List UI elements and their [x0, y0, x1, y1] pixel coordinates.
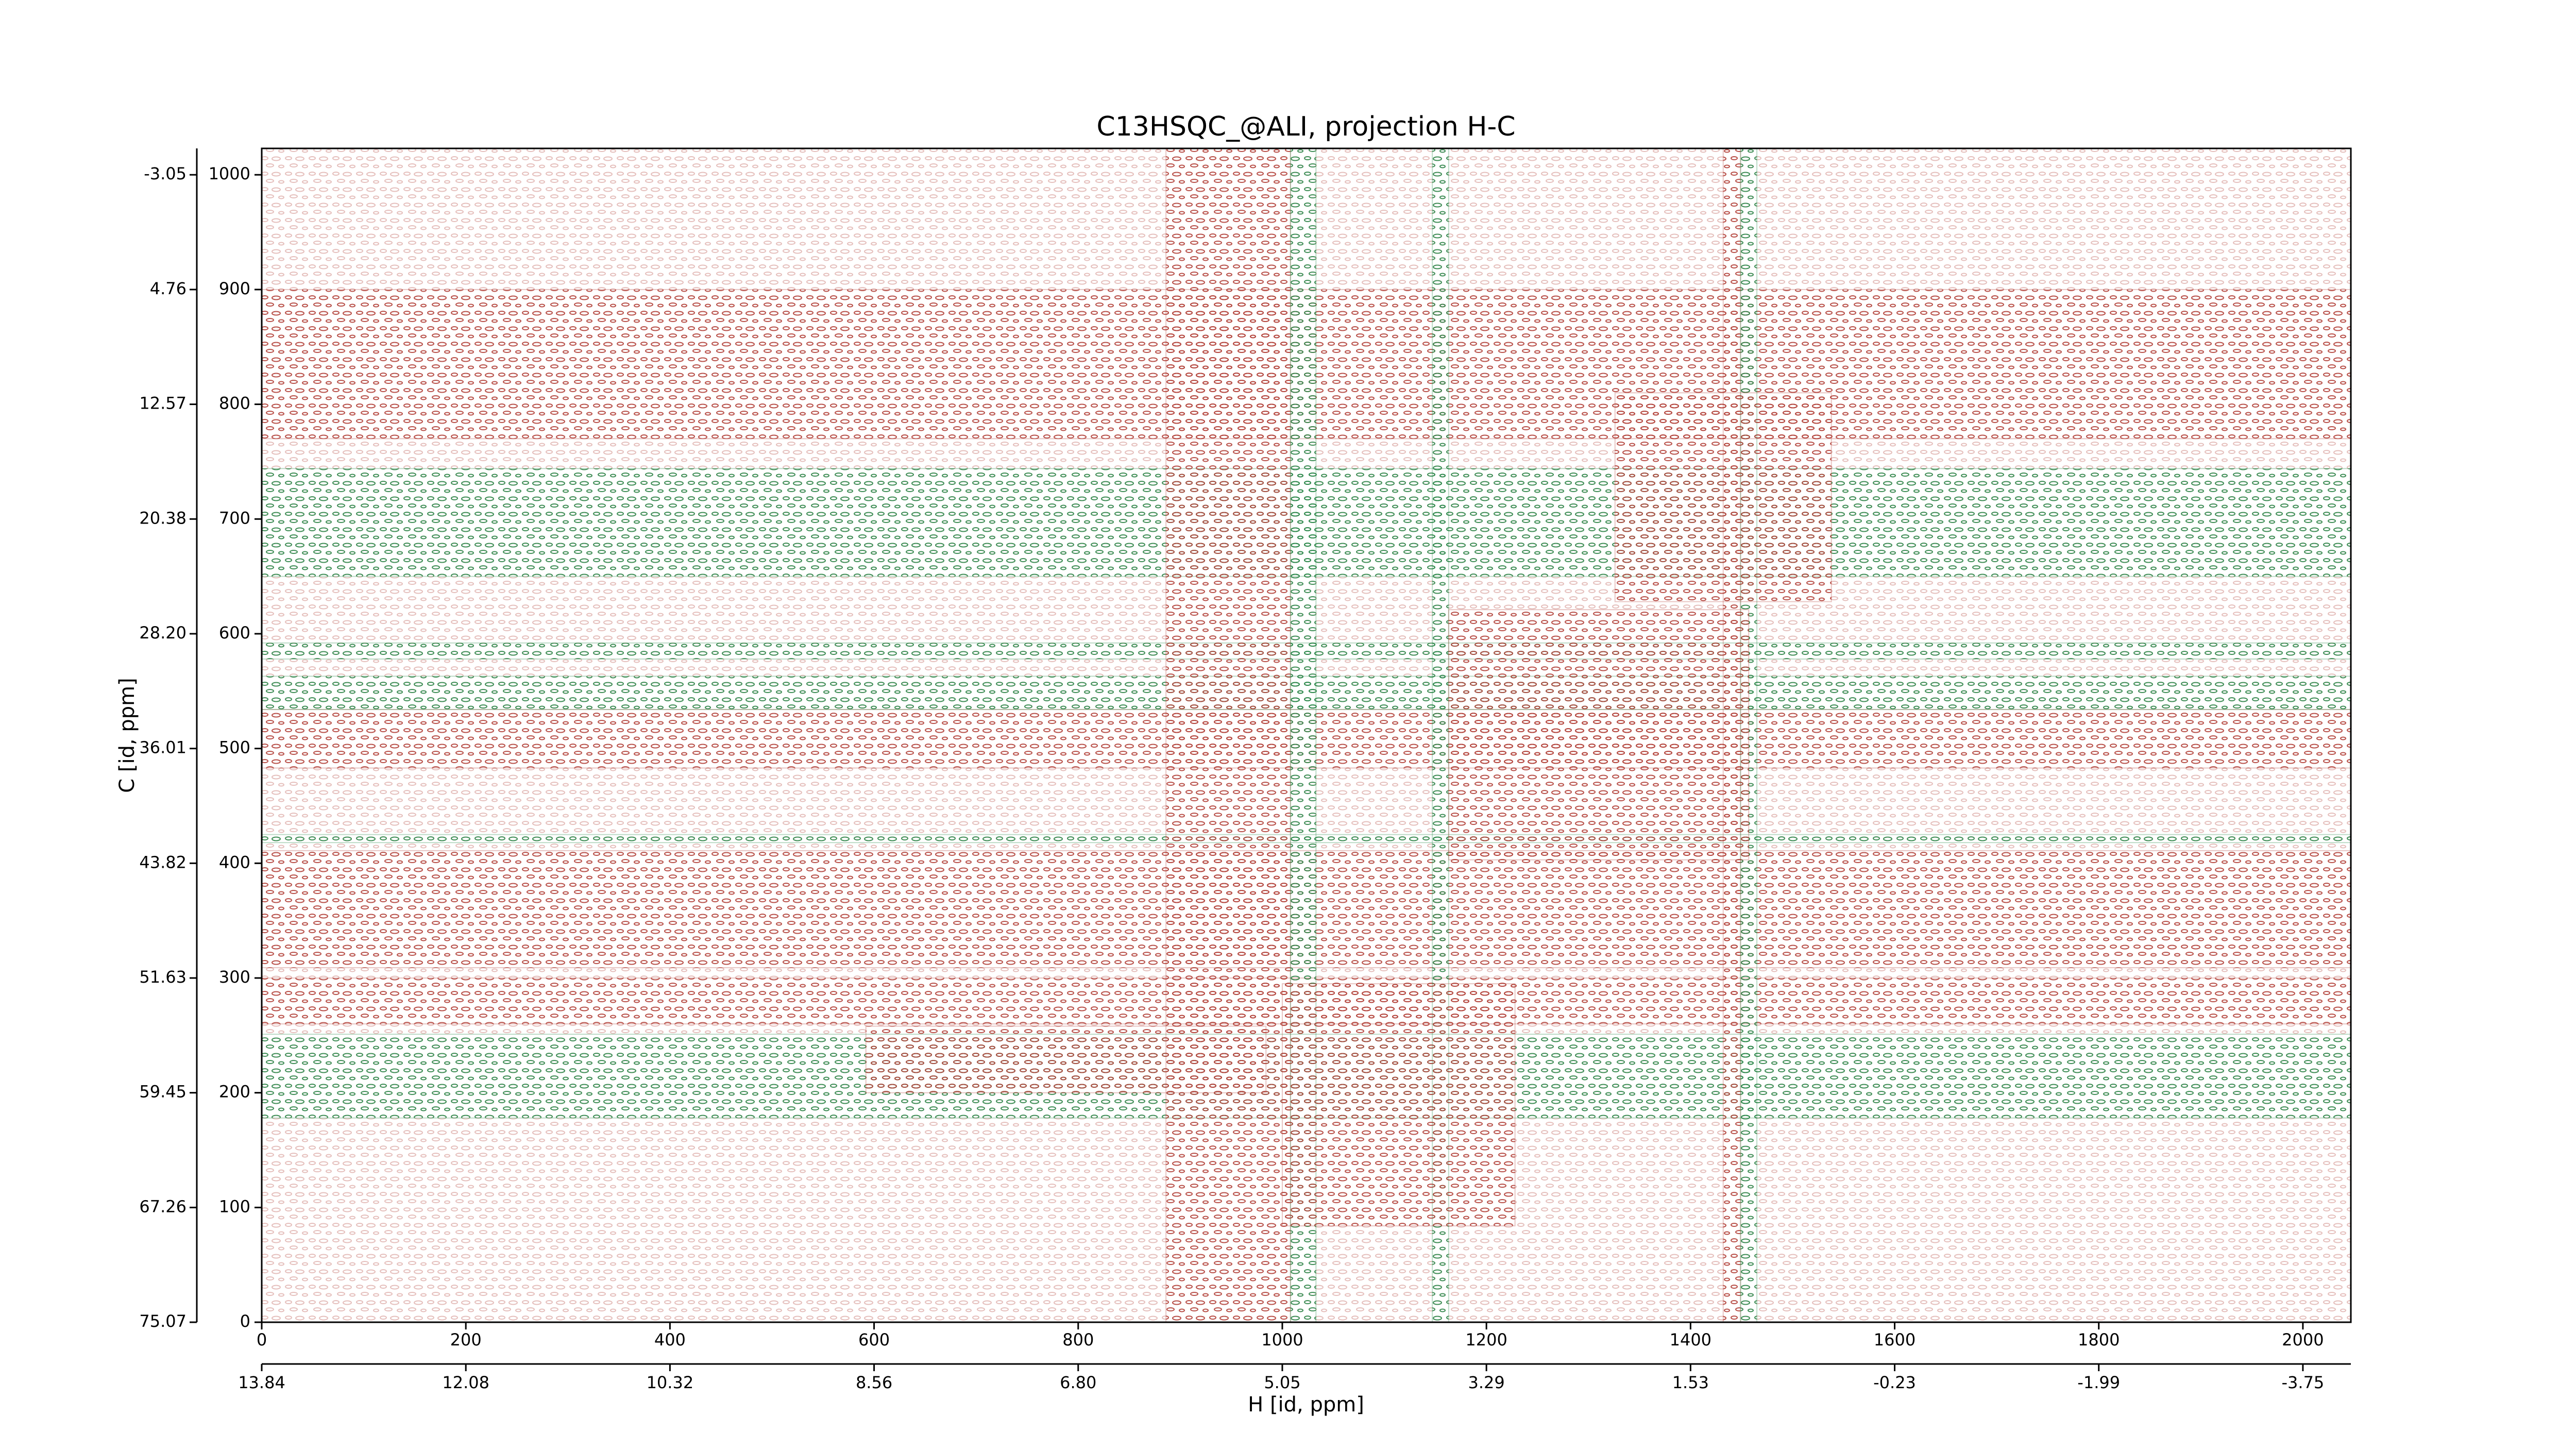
- x-tick-label: 1200: [1465, 1330, 1507, 1350]
- plot-frame: [261, 147, 2352, 1323]
- y-ppm-tick-label: 51.63: [139, 967, 187, 987]
- y-tick-label: 400: [219, 852, 250, 872]
- x-tick-label: 1000: [1261, 1330, 1303, 1350]
- y-axis-label: C [id, ppm]: [115, 678, 139, 793]
- x-tick-label: 400: [654, 1330, 686, 1350]
- x-tick-label: 600: [858, 1330, 890, 1350]
- contour-region: [1281, 983, 1516, 1226]
- x-ppm-tick-label: 1.53: [1672, 1373, 1709, 1392]
- y-ppm-tick-label: 12.57: [139, 394, 187, 413]
- x-axis-label: H [id, ppm]: [1248, 1393, 1364, 1417]
- x-tick-label: 1400: [1670, 1330, 1711, 1350]
- contour-region: [1448, 609, 1750, 861]
- x-tick-label: 800: [1062, 1330, 1094, 1350]
- chart-title: C13HSQC_@ALI, projection H-C: [1096, 111, 1515, 142]
- y-tick-label: 1000: [209, 164, 250, 183]
- y-tick-label: 500: [219, 738, 250, 757]
- y-ppm-tick-label: 20.38: [139, 508, 187, 528]
- contour-region: [865, 1025, 1267, 1093]
- y-ppm-tick-label: 43.82: [139, 852, 187, 872]
- y-tick-label: 800: [219, 394, 250, 413]
- y-ppm-tick-label: 59.45: [139, 1082, 187, 1102]
- y-tick-label: 600: [219, 623, 250, 643]
- x-ppm-tick-label: 3.29: [1468, 1373, 1505, 1392]
- y-ppm-tick-label: -3.05: [144, 164, 187, 183]
- contour-region: [1165, 148, 1291, 1323]
- y-ppm-tick-label: 4.76: [150, 279, 187, 298]
- x-tick-label: 200: [450, 1330, 482, 1350]
- y-ppm-tick-label: 36.01: [139, 738, 187, 757]
- y-tick-label: 900: [219, 279, 250, 298]
- y-ppm-tick-label: 75.07: [139, 1311, 187, 1331]
- y-tick-label: 700: [219, 508, 250, 528]
- x-ppm-tick-label: -0.23: [1873, 1373, 1916, 1392]
- y-ppm-tick-label: 67.26: [139, 1197, 187, 1216]
- x-ppm-tick-label: 12.08: [442, 1373, 489, 1392]
- y-tick-label: 100: [219, 1197, 250, 1216]
- x-tick-label: 1800: [2078, 1330, 2120, 1350]
- x-ppm-tick-label: 10.32: [647, 1373, 694, 1392]
- x-ppm-tick-label: 5.05: [1264, 1373, 1300, 1392]
- x-ppm-tick-label: -1.99: [2077, 1373, 2120, 1392]
- x-ppm-tick-label: 13.84: [238, 1373, 285, 1392]
- x-ppm-tick-label: 8.56: [856, 1373, 892, 1392]
- x-tick-label: 2000: [2282, 1330, 2324, 1350]
- y-tick-label: 200: [219, 1082, 250, 1102]
- x-tick-label: 0: [257, 1330, 267, 1350]
- x-ppm-tick-label: -3.75: [2281, 1373, 2324, 1392]
- y-ppm-tick-label: 28.20: [139, 623, 187, 643]
- x-ppm-tick-label: 6.80: [1060, 1373, 1096, 1392]
- x-tick-label: 1600: [1874, 1330, 1916, 1350]
- contour-region: [1614, 392, 1832, 602]
- y-tick-label: 300: [219, 967, 250, 987]
- y-tick-label: 0: [240, 1311, 250, 1331]
